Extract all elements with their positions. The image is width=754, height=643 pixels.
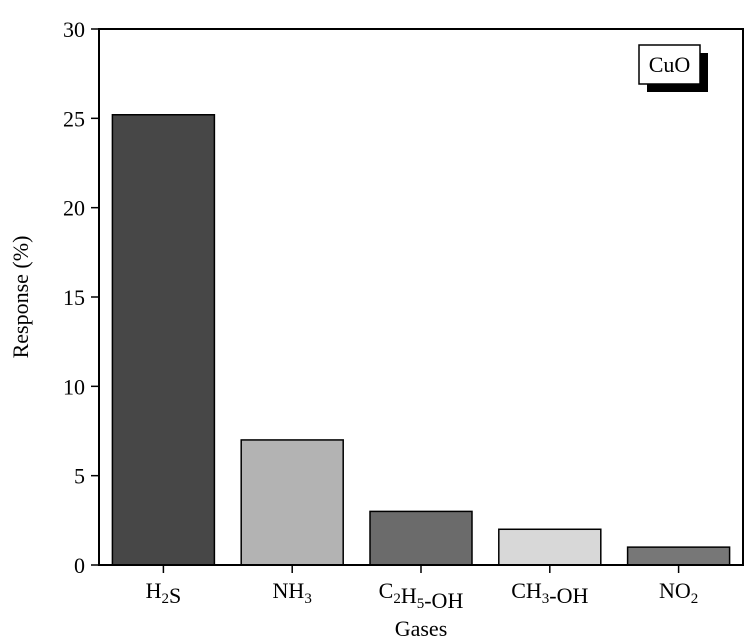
- bar: [111, 114, 216, 566]
- x-axis: H2S NH3 C2H5-OH CH3-OH NO2: [146, 565, 698, 613]
- y-tick-label: 5: [74, 464, 85, 489]
- y-axis: 0 5 10 15 20 25 30: [63, 17, 99, 578]
- legend: CuO: [638, 44, 708, 92]
- bar: [498, 528, 602, 566]
- legend-box: [638, 44, 701, 85]
- x-tick-label: C2H5-OH: [379, 578, 464, 613]
- bar: [369, 510, 473, 566]
- bar: [626, 546, 731, 566]
- legend-label: CuO: [649, 52, 691, 77]
- plot-frame: [98, 28, 744, 566]
- y-tick-label: 15: [63, 285, 85, 310]
- x-axis-title: Gases: [395, 616, 448, 641]
- y-tick-label: 30: [63, 17, 85, 42]
- y-axis-title: Response (%): [8, 236, 33, 359]
- y-tick-label: 20: [63, 196, 85, 221]
- bar: [240, 439, 344, 566]
- x-tick-label: NO2: [659, 578, 698, 607]
- y-tick-label: 10: [63, 374, 85, 399]
- x-tick-label: NH3: [273, 578, 312, 607]
- bars-group: [111, 114, 731, 566]
- y-tick-label: 25: [63, 106, 85, 131]
- x-tick-label: CH3-OH: [511, 578, 588, 608]
- x-tick-label: H2S: [146, 578, 182, 608]
- y-tick-label: 0: [74, 553, 85, 578]
